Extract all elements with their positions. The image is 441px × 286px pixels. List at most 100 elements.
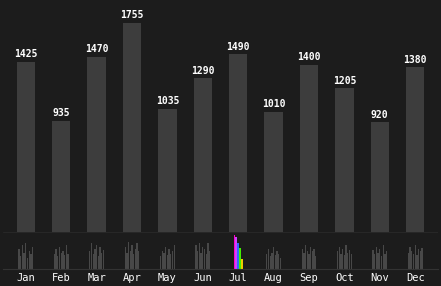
Bar (234, 235, 235, 269)
Bar (199, 243, 200, 269)
Bar (19, 249, 20, 269)
Bar (206, 254, 207, 269)
Bar (133, 254, 135, 269)
Bar (269, 256, 271, 269)
Bar (344, 255, 345, 269)
Bar (265, 112, 283, 232)
Bar (93, 254, 94, 269)
Bar (17, 62, 35, 232)
Bar (131, 245, 133, 269)
Bar (54, 254, 55, 269)
Text: 1380: 1380 (404, 55, 427, 65)
Bar (382, 245, 384, 269)
Bar (56, 249, 57, 269)
Bar (161, 251, 163, 269)
Bar (315, 256, 317, 269)
Bar (384, 254, 385, 269)
Bar (241, 259, 243, 269)
Bar (138, 251, 139, 269)
Bar (306, 251, 308, 269)
Bar (411, 251, 412, 269)
Bar (339, 247, 340, 269)
Bar (52, 120, 71, 232)
Bar (237, 243, 239, 269)
Bar (96, 245, 97, 269)
Text: 920: 920 (371, 110, 389, 120)
Bar (421, 248, 422, 269)
Bar (415, 245, 416, 269)
Bar (376, 247, 377, 269)
Bar (124, 247, 126, 269)
Bar (381, 256, 382, 269)
Bar (194, 78, 212, 232)
Bar (416, 255, 418, 269)
Bar (314, 249, 315, 269)
Text: 1290: 1290 (191, 65, 215, 76)
Bar (172, 251, 173, 269)
Bar (377, 253, 379, 269)
Bar (136, 243, 138, 269)
Bar (268, 249, 269, 269)
Bar (349, 250, 350, 269)
Bar (413, 254, 414, 269)
Text: 1010: 1010 (262, 99, 285, 109)
Bar (25, 243, 26, 269)
Bar (57, 256, 59, 269)
Bar (101, 253, 102, 269)
Text: 1205: 1205 (333, 76, 356, 86)
Bar (342, 249, 344, 269)
Bar (173, 245, 175, 269)
Text: 1755: 1755 (120, 10, 144, 20)
Bar (302, 249, 303, 269)
Bar (167, 255, 168, 269)
Bar (128, 241, 129, 269)
Bar (22, 245, 23, 269)
Bar (97, 256, 99, 269)
Bar (207, 243, 209, 269)
Bar (168, 249, 170, 269)
Bar (300, 65, 318, 232)
Bar (278, 254, 280, 269)
Bar (59, 247, 60, 269)
Bar (195, 245, 197, 269)
Text: 1035: 1035 (156, 96, 179, 106)
Bar (23, 253, 25, 269)
Bar (386, 251, 387, 269)
Bar (32, 247, 33, 269)
Bar (340, 254, 342, 269)
Bar (62, 251, 64, 269)
Bar (303, 253, 305, 269)
Bar (337, 251, 338, 269)
Bar (170, 254, 172, 269)
Text: 1490: 1490 (226, 42, 250, 52)
Bar (87, 57, 106, 232)
Bar (126, 253, 127, 269)
Bar (409, 247, 411, 269)
Bar (94, 249, 96, 269)
Bar (103, 250, 104, 269)
Bar (420, 251, 421, 269)
Bar (266, 254, 268, 269)
Bar (67, 254, 69, 269)
Bar (335, 88, 354, 232)
Bar (347, 253, 348, 269)
Bar (29, 251, 30, 269)
Bar (89, 251, 90, 269)
Bar (406, 67, 424, 232)
Bar (370, 122, 389, 232)
Bar (305, 245, 306, 269)
Bar (379, 249, 381, 269)
Bar (229, 54, 247, 232)
Bar (197, 251, 198, 269)
Bar (372, 250, 374, 269)
Bar (277, 251, 278, 269)
Bar (204, 249, 205, 269)
Bar (30, 254, 32, 269)
Bar (64, 255, 65, 269)
Bar (135, 249, 136, 269)
Bar (202, 247, 203, 269)
Bar (163, 253, 164, 269)
Bar (200, 253, 202, 269)
Bar (160, 256, 161, 269)
Bar (310, 247, 311, 269)
